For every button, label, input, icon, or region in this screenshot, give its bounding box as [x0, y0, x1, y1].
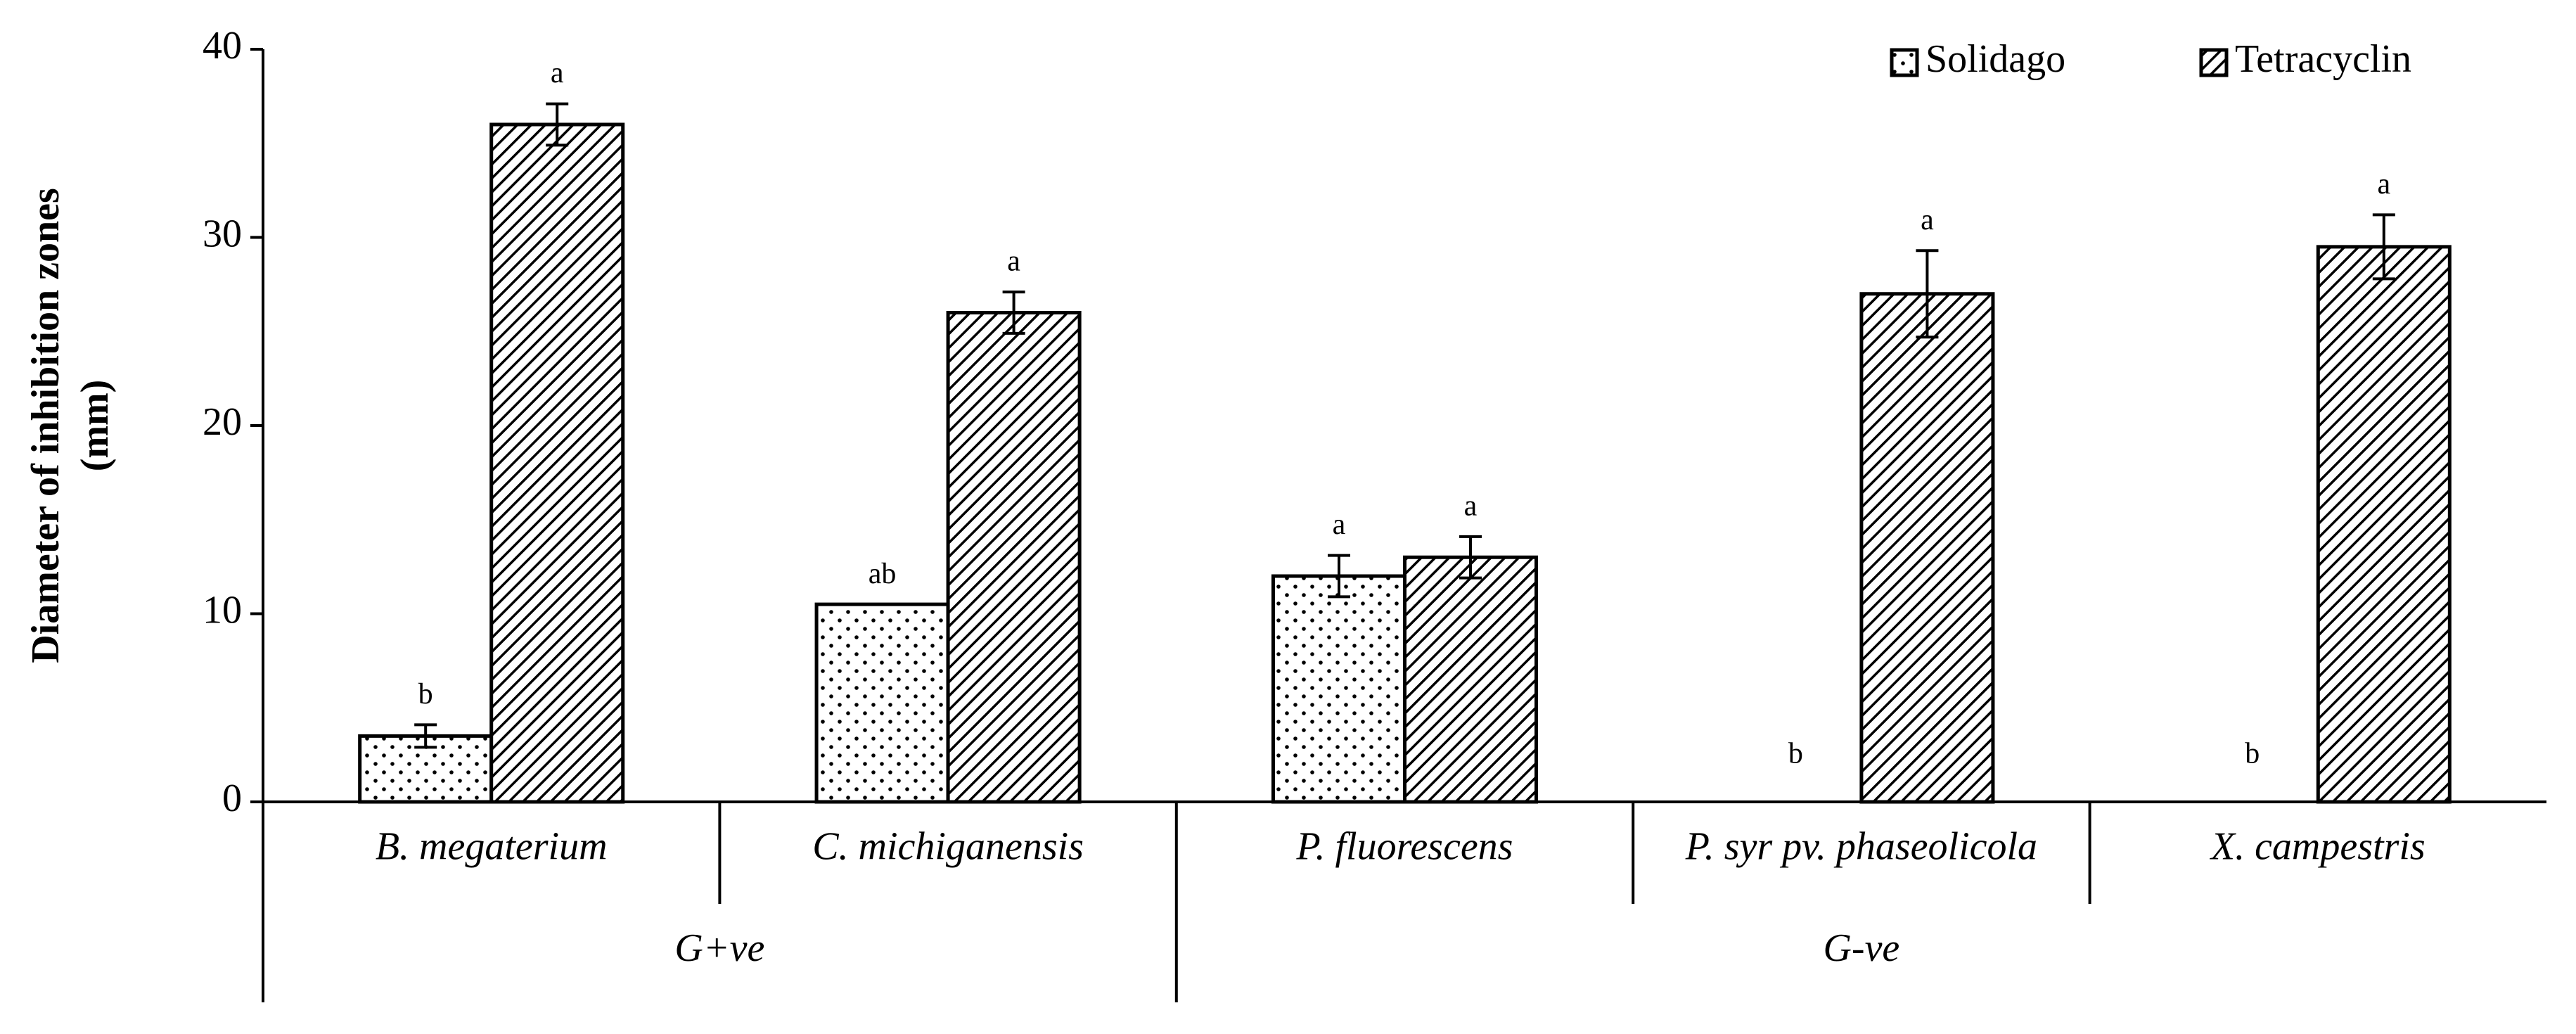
x-tick-label: X. campestris [2210, 824, 2426, 868]
x-tick-label: P. syr pv. phaseolicola [1685, 824, 2037, 868]
y-tick-label: 30 [203, 212, 242, 255]
significance-letter: a [1921, 204, 1934, 236]
significance-letter: a [2377, 168, 2390, 200]
x-tick-label: P. fluorescens [1296, 824, 1513, 868]
legend-swatch [2199, 48, 2229, 77]
error-bar [2372, 213, 2395, 281]
x-tick-label: B. megaterium [376, 824, 608, 868]
significance-letter: b [2245, 738, 2260, 770]
error-bar [1002, 291, 1025, 335]
significance-letter: a [1007, 245, 1020, 278]
y-axis-title: (mm) [73, 380, 117, 472]
significance-letter: b [1788, 738, 1803, 770]
bar [946, 311, 1082, 804]
group-label: G-ve [1823, 926, 1899, 970]
y-tick-label: 10 [203, 588, 242, 632]
error-bar [546, 102, 569, 147]
y-tick-label: 0 [222, 777, 242, 820]
x-tick-label: C. michiganensis [812, 824, 1084, 868]
legend-label: Solidago [1925, 37, 2065, 81]
bar [489, 122, 625, 804]
y-axis-title: Diameter of inhibition zones [24, 188, 68, 663]
significance-letter: a [1333, 509, 1346, 541]
significance-letter: b [418, 678, 433, 710]
significance-letter: a [1464, 490, 1478, 522]
significance-letter: a [551, 57, 564, 89]
error-bar [1916, 249, 1939, 339]
group-label: G+ve [674, 926, 764, 970]
bar [1271, 574, 1406, 804]
error-bar [1459, 535, 1482, 580]
bar [814, 602, 950, 804]
error-bar [414, 723, 437, 749]
y-tick-label: 40 [203, 24, 242, 68]
bar [2316, 245, 2452, 804]
error-bar [1327, 554, 1350, 599]
significance-letter: ab [869, 558, 897, 590]
legend-label: Tetracyclin [2235, 37, 2411, 81]
bar [1859, 292, 1995, 804]
bar [1403, 555, 1539, 804]
legend-swatch [1890, 48, 1919, 77]
y-tick-label: 20 [203, 400, 242, 444]
